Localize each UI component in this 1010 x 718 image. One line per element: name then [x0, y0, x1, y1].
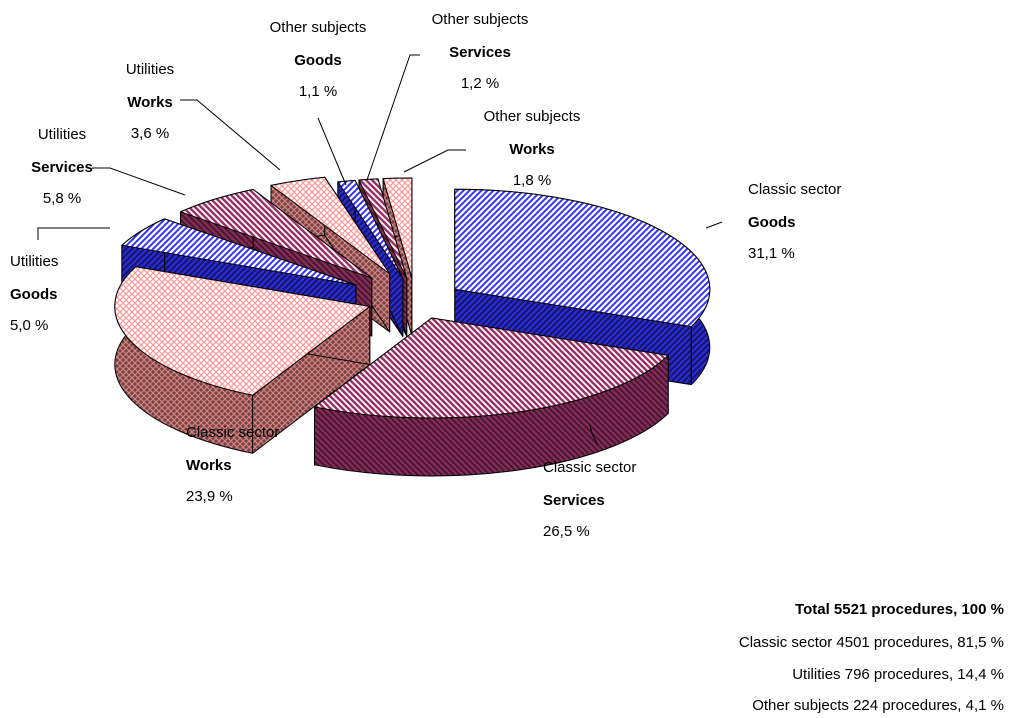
slice-value-label: 1,8 % [513, 172, 551, 189]
slice-category: Goods [748, 214, 796, 231]
slice [313, 317, 669, 477]
slice-group: Utilities [126, 61, 174, 78]
leader-line [180, 99, 281, 171]
slice-group: Classic sector [748, 181, 841, 198]
leader-line [589, 424, 599, 446]
summary-line: Total 5521 procedures, 100 % [795, 601, 1004, 618]
slice [382, 177, 413, 279]
slice [337, 179, 404, 280]
leader-line [366, 54, 420, 181]
slice-category: Works [127, 94, 173, 111]
slice-group: Utilities [10, 253, 58, 270]
slice-category: Services [31, 159, 93, 176]
slice [179, 188, 373, 279]
slice-value-label: 31,1 % [748, 245, 795, 262]
slice-group: Classic sector [186, 424, 279, 441]
leader-line [317, 117, 347, 186]
slice [121, 218, 357, 286]
slice [114, 266, 371, 454]
slice-value-label: 5,8 % [43, 190, 81, 207]
slice-category: Services [543, 492, 605, 509]
leader-line [37, 227, 110, 240]
slice-group: Other subjects [484, 108, 581, 125]
slice-group: Other subjects [270, 19, 367, 36]
slice-category: Goods [294, 52, 342, 69]
summary-line: Utilities 796 procedures, 14,4 % [792, 666, 1004, 683]
slice-value-label: 1,2 % [461, 75, 499, 92]
slice [358, 178, 408, 279]
slice-value-label: 5,0 % [10, 317, 48, 334]
slice [270, 176, 391, 275]
leader-line [403, 149, 466, 173]
slice-value-label: 23,9 % [186, 488, 233, 505]
slice-category: Works [186, 457, 232, 474]
summary-line: Other subjects 224 procedures, 4,1 % [752, 697, 1004, 714]
leader-line [705, 221, 723, 229]
slice-value-label: 1,1 % [299, 83, 337, 100]
slice [454, 188, 711, 328]
slice-value-label: 26,5 % [543, 523, 590, 540]
slice-group: Utilities [38, 126, 86, 143]
slice-group: Other subjects [432, 11, 529, 28]
slice-category: Goods [10, 286, 58, 303]
slice-group: Classic sector [543, 459, 636, 476]
slice [114, 266, 371, 396]
slice-value-label: 3,6 % [131, 125, 169, 142]
slice [313, 317, 669, 419]
slice-category: Works [509, 141, 555, 158]
slice-category: Services [449, 44, 511, 61]
leader-line [92, 167, 186, 196]
summary-line: Classic sector 4501 procedures, 81,5 % [739, 634, 1004, 651]
